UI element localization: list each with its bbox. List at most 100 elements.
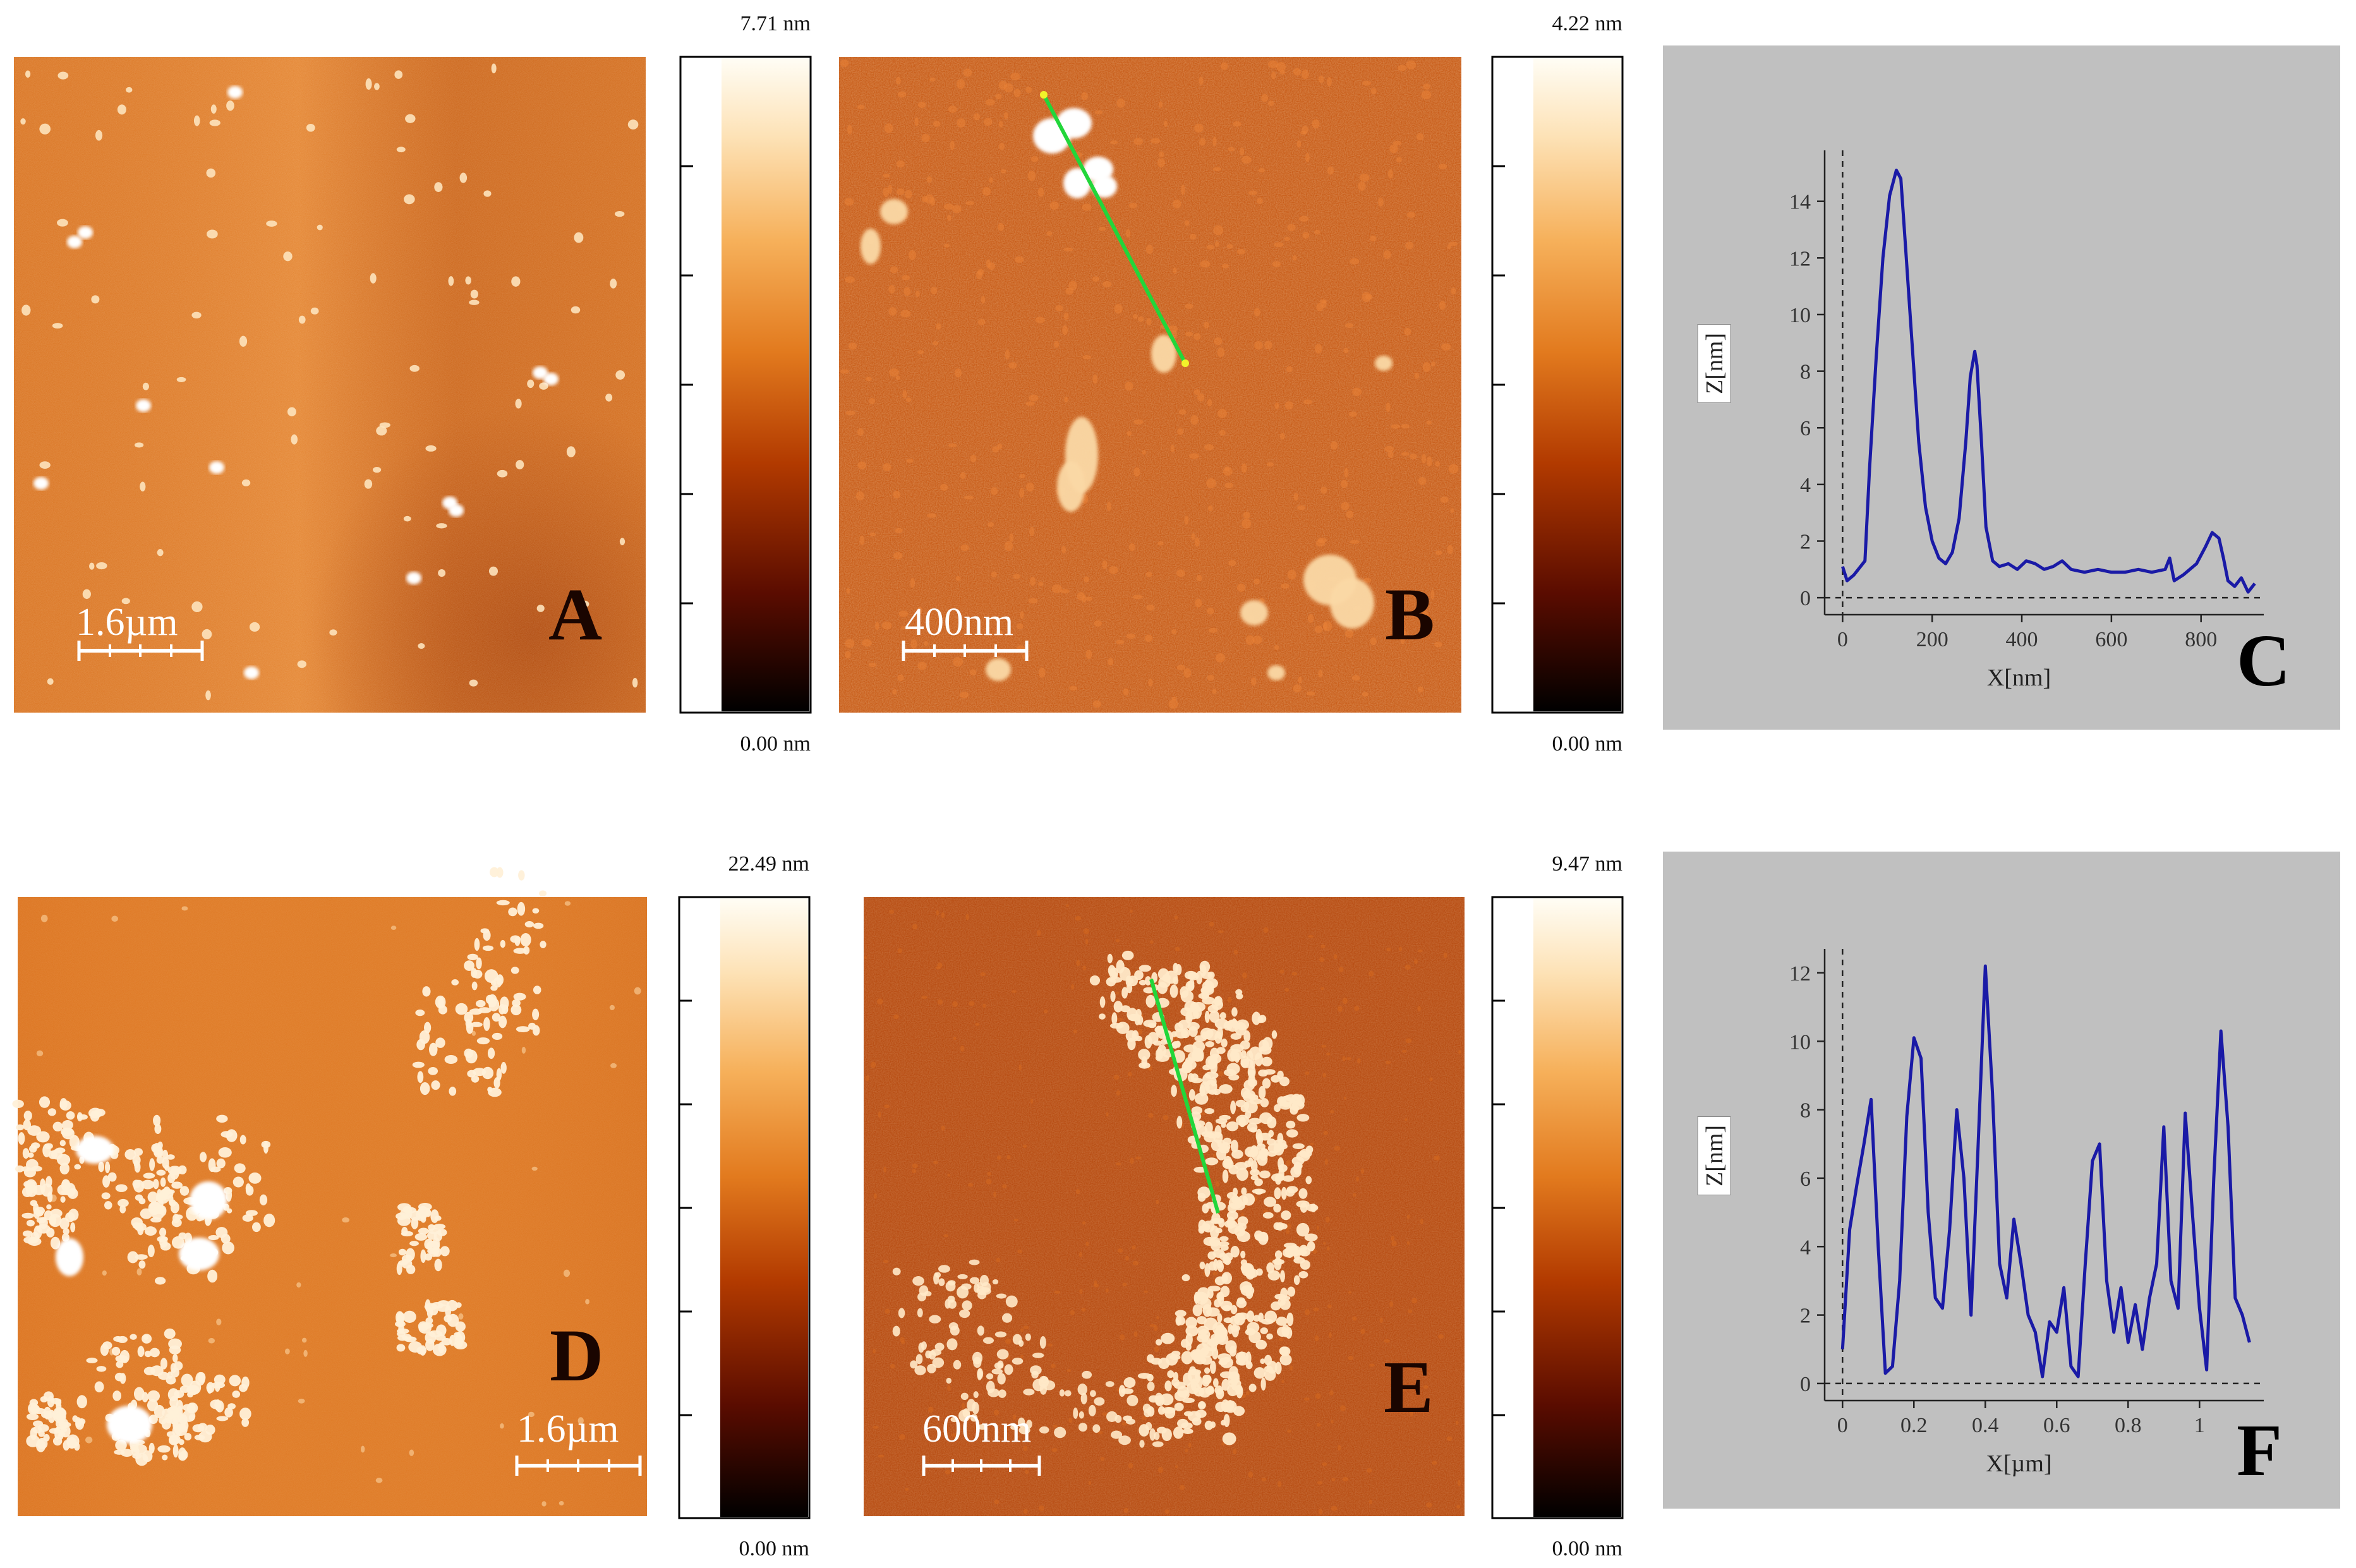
surface-feature xyxy=(1219,430,1226,436)
surface-feature xyxy=(1214,996,1220,1006)
surface-feature xyxy=(1421,90,1432,100)
surface-feature xyxy=(893,1014,899,1020)
surface-feature xyxy=(965,914,969,920)
surface-feature xyxy=(1204,1071,1219,1080)
x-tick-label: 200 xyxy=(1916,628,1948,651)
surface-feature xyxy=(104,1161,111,1174)
surface-feature xyxy=(1218,1241,1229,1247)
surface-feature xyxy=(960,1045,965,1052)
surface-feature xyxy=(496,900,510,906)
surface-feature xyxy=(1247,1310,1255,1323)
surface-feature xyxy=(868,662,877,667)
surface-feature xyxy=(521,1046,526,1054)
surface-feature xyxy=(374,83,380,90)
surface-feature xyxy=(1350,540,1360,544)
surface-feature xyxy=(1102,560,1108,569)
surface-feature xyxy=(1276,1222,1284,1231)
surface-feature xyxy=(167,1371,173,1379)
surface-feature xyxy=(1196,574,1202,582)
surface-feature xyxy=(222,1241,234,1255)
surface-feature xyxy=(141,1179,155,1190)
surface-feature xyxy=(1248,1070,1255,1076)
surface-feature xyxy=(1156,1316,1159,1320)
surface-feature xyxy=(186,1385,200,1396)
surface-feature xyxy=(208,1337,215,1344)
surface-feature xyxy=(1207,1286,1221,1292)
scale-bar-label-d: 1.6µm xyxy=(517,1408,619,1450)
surface-feature xyxy=(1293,1105,1300,1112)
surface-feature xyxy=(1433,1155,1438,1161)
surface-feature xyxy=(1139,1440,1145,1448)
surface-feature xyxy=(1066,1369,1071,1372)
surface-feature xyxy=(436,523,447,529)
surface-feature xyxy=(245,1183,251,1193)
surface-feature xyxy=(94,1108,106,1117)
surface-feature xyxy=(1323,1130,1328,1135)
surface-feature xyxy=(1147,1382,1155,1392)
surface-feature xyxy=(1190,1073,1199,1082)
surface-feature xyxy=(539,890,547,897)
surface-feature xyxy=(1213,225,1224,236)
surface-feature xyxy=(943,203,954,210)
surface-feature xyxy=(30,1427,37,1440)
surface-feature xyxy=(917,661,927,670)
surface-feature xyxy=(1116,1018,1123,1022)
surface-feature xyxy=(1245,1329,1255,1336)
surface-feature xyxy=(1207,675,1214,681)
surface-feature xyxy=(428,1224,435,1231)
surface-feature xyxy=(1157,541,1164,546)
surface-feature xyxy=(1379,1317,1383,1324)
surface-feature xyxy=(1068,280,1077,291)
surface-feature xyxy=(471,1030,476,1036)
surface-feature xyxy=(1396,157,1402,163)
surface-feature xyxy=(1255,1339,1267,1350)
surface-feature xyxy=(1189,233,1197,240)
surface-feature xyxy=(1215,1401,1227,1412)
surface-feature xyxy=(1267,60,1278,68)
surface-feature xyxy=(1188,1052,1200,1061)
surface-feature xyxy=(1183,1059,1197,1071)
surface-feature xyxy=(142,1334,152,1344)
surface-feature xyxy=(1181,184,1185,195)
surface-feature xyxy=(1115,1162,1121,1166)
surface-feature xyxy=(39,461,51,469)
surface-feature xyxy=(127,1251,139,1263)
surface-feature xyxy=(1197,1186,1211,1199)
surface-feature xyxy=(527,379,535,389)
surface-feature xyxy=(610,1063,617,1068)
surface-feature xyxy=(914,117,919,126)
surface-feature xyxy=(1292,1143,1305,1149)
surface-feature xyxy=(49,1428,61,1434)
surface-feature xyxy=(1254,308,1260,317)
surface-feature xyxy=(1054,1426,1066,1438)
surface-feature xyxy=(844,198,854,206)
surface-feature xyxy=(912,1276,924,1286)
surface-feature xyxy=(1006,1155,1011,1160)
surface-feature xyxy=(239,1408,251,1420)
surface-feature xyxy=(465,276,471,285)
surface-feature xyxy=(1236,1167,1248,1181)
surface-feature xyxy=(168,1338,182,1349)
surface-feature xyxy=(1223,1155,1233,1168)
surface-feature xyxy=(1310,1203,1317,1212)
surface-feature xyxy=(1276,62,1286,72)
surface-feature xyxy=(1210,1076,1217,1087)
surface-feature xyxy=(1274,1250,1283,1259)
surface-feature xyxy=(1228,1074,1240,1081)
surface-feature xyxy=(1198,1402,1206,1409)
panel-letter-e: E xyxy=(1384,1346,1434,1428)
surface-feature xyxy=(1142,1403,1151,1413)
surface-feature xyxy=(1163,1114,1169,1121)
surface-feature xyxy=(951,1433,958,1437)
surface-feature xyxy=(1190,414,1199,425)
surface-feature xyxy=(1183,668,1192,678)
surface-feature xyxy=(995,93,1002,100)
panel-a: 1.6µm A 7.71 nm 0.00 nm xyxy=(14,12,812,756)
surface-feature xyxy=(1132,1245,1136,1250)
surface-feature xyxy=(1315,540,1326,547)
panel-letter-b: B xyxy=(1385,573,1435,656)
surface-feature xyxy=(1031,1370,1039,1379)
surface-feature xyxy=(1298,1188,1308,1199)
surface-feature xyxy=(484,969,498,983)
surface-feature xyxy=(1266,1333,1273,1340)
